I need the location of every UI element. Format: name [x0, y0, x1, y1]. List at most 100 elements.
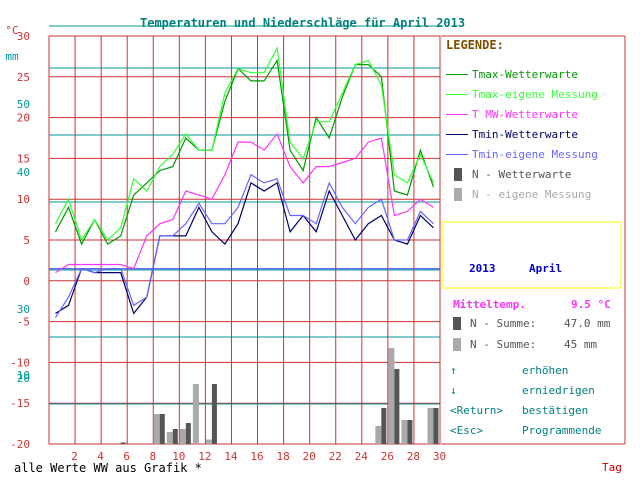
temp-unit-label: °C: [5, 24, 18, 37]
n-own-sum-value: 45 mm: [564, 338, 598, 351]
legend-item: Tmax-eigene Messung: [446, 88, 626, 102]
x-tick-label: 12: [198, 450, 211, 463]
period-box: 2013 April: [441, 221, 622, 289]
precip-bar-ww: [433, 408, 439, 444]
precip-bar-ww: [120, 442, 126, 444]
precip-tick-label: 20: [17, 372, 30, 385]
legend-item: Tmax-Wetterwarte: [446, 68, 626, 82]
x-tick-label: 28: [407, 450, 420, 463]
legend-item: Tmin-Wetterwarte: [446, 128, 626, 142]
precip-bars: [120, 348, 439, 444]
temp-tick-label: 25: [17, 71, 30, 84]
precip-tick-label: 30: [17, 303, 30, 316]
temp-tick-label: 10: [17, 193, 30, 206]
precip-bar-own: [427, 408, 434, 444]
precip-bar-own: [388, 348, 395, 444]
legend-swatch: [454, 168, 462, 181]
arrow-down-icon[interactable]: ↓: [450, 384, 457, 397]
x-tick-label: 30: [433, 450, 446, 463]
legend-swatch: [446, 74, 468, 75]
x-tick-label: 20: [303, 450, 316, 463]
precip-bar-own: [166, 432, 173, 444]
legend-label: Tmin-Wetterwarte: [472, 128, 578, 141]
legend-label: N - Wetterwarte: [472, 168, 572, 181]
series-line: [55, 181, 434, 315]
x-tick-label: 24: [355, 450, 369, 463]
precip-unit-label: mm: [5, 50, 19, 63]
x-tick-label: 26: [381, 450, 394, 463]
mitteltemp-value: 9.5 °C: [571, 298, 611, 311]
legend-label: Tmax-eigene Messung: [472, 88, 598, 101]
temp-tick-label: 15: [17, 152, 30, 165]
precip-bar-own: [205, 439, 212, 444]
precip-bar-ww: [172, 429, 178, 444]
x-tick-label: 16: [250, 450, 263, 463]
precip-bar-own: [153, 414, 160, 444]
precip-bar-own: [179, 429, 186, 444]
x-tick-label: 2: [71, 450, 78, 463]
precip-bar-ww: [185, 423, 191, 444]
chart-title: Temperaturen und Niederschläge für April…: [140, 16, 466, 30]
precip-bar-own: [375, 426, 382, 444]
legend-swatch: [446, 154, 468, 155]
plot-frame: [48, 35, 441, 445]
temp-tick-label: -5: [17, 316, 30, 329]
precip-tick-label: 40: [17, 166, 30, 179]
precip-tick-label: 50: [17, 98, 30, 111]
n-ww-sum-value: 47.0 mm: [564, 317, 611, 330]
precip-bar-ww: [211, 384, 217, 444]
x-tick-label: 10: [172, 450, 185, 463]
legend-item: N - Wetterwarte: [446, 168, 626, 182]
temp-tick-label: -20: [10, 438, 30, 451]
legend-label: Tmax-Wetterwarte: [472, 68, 578, 81]
period-year: 2013: [469, 262, 496, 275]
x-tick-label: 4: [97, 450, 104, 463]
temp-tick-label: -10: [10, 356, 30, 369]
n-ww-sum-label: N - Summe:: [470, 317, 537, 330]
legend-item: T MW-Wetterwarte: [446, 108, 626, 122]
confirm-label[interactable]: bestätigen: [522, 404, 589, 417]
series-line: [54, 46, 435, 242]
legend-label: T MW-Wetterwarte: [472, 108, 578, 121]
precip-bar-own: [401, 420, 408, 444]
lower-label[interactable]: erniedrigen: [522, 384, 595, 397]
temp-tick-label: 0: [23, 275, 30, 288]
legend-label: Tmin-eigene Messung: [472, 148, 598, 161]
legend-swatch: [454, 188, 462, 201]
raise-label[interactable]: erhöhen: [522, 364, 569, 377]
precip-bar-ww: [159, 414, 165, 444]
temp-tick-label: -15: [10, 397, 30, 410]
precip-bar-own: [192, 384, 199, 444]
precip-bar-ww: [407, 420, 413, 444]
legend-title: LEGENDE:: [446, 38, 504, 52]
exit-label[interactable]: Programmende: [522, 424, 602, 437]
legend-label: N - eigene Messung: [472, 188, 592, 201]
n-own-swatch: [453, 338, 461, 351]
precip-bar-ww: [394, 369, 400, 444]
mitteltemp-label: Mitteltemp.: [453, 298, 526, 311]
legend-item: Tmin-eigene Messung: [446, 148, 626, 162]
precip-tick-label: 10: [17, 369, 30, 382]
x-tick-label: 18: [276, 450, 289, 463]
legend-item: N - eigene Messung: [446, 188, 626, 202]
esc-key[interactable]: <Esc>: [450, 424, 484, 437]
x-tick-label: 22: [329, 450, 342, 463]
temp-tick-label: 5: [23, 234, 30, 247]
x-tick-label: 6: [123, 450, 130, 463]
series-line: [54, 173, 434, 318]
x-tick-label: 14: [224, 450, 238, 463]
temp-tick-label: 20: [17, 112, 30, 125]
precip-bar-ww: [381, 408, 387, 444]
period-month: April: [529, 262, 563, 275]
temperature-lines: [54, 46, 435, 318]
n-own-sum-label: N - Summe:: [470, 338, 537, 351]
series-line: [55, 132, 434, 274]
arrow-up-icon[interactable]: ↑: [450, 364, 457, 377]
x-axis-name: Tag: [602, 461, 622, 474]
temp-tick-label: 30: [17, 30, 30, 43]
x-tick-label: 8: [149, 450, 156, 463]
return-key[interactable]: <Return>: [450, 404, 503, 417]
n-ww-swatch: [453, 317, 461, 330]
